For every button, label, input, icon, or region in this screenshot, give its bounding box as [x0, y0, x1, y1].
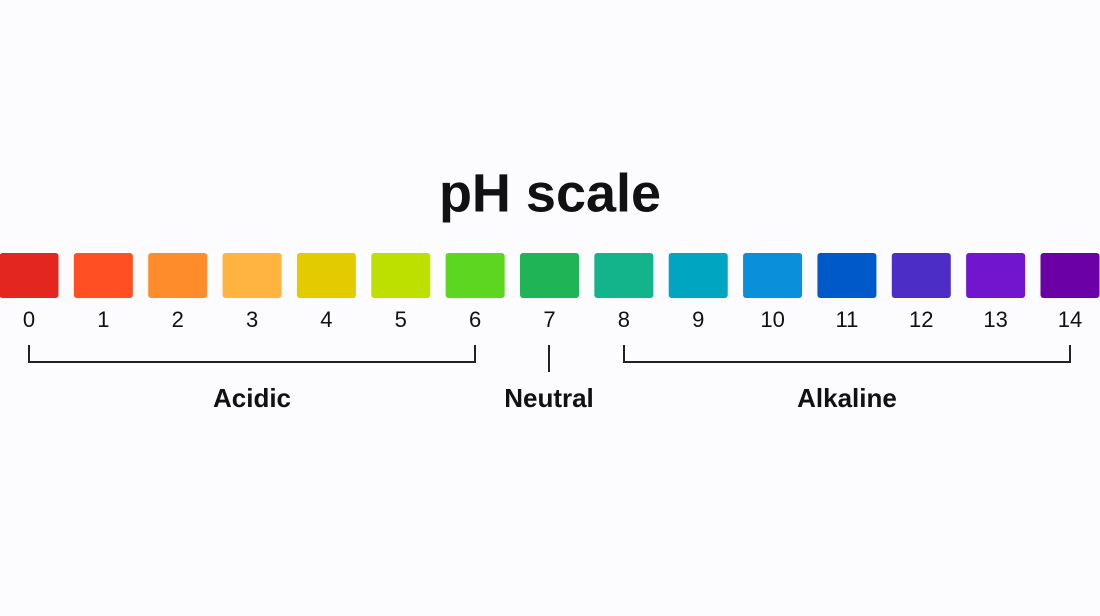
ph-value-label: 13: [983, 307, 1007, 332]
ph-swatch: [520, 253, 579, 298]
ph-swatch: [817, 253, 877, 298]
group-label: Alkaline: [797, 383, 897, 413]
ph-value-label: 10: [760, 307, 784, 332]
title: pH scale: [439, 163, 661, 223]
group-label: Neutral: [504, 383, 594, 413]
acidic-bracket: [28, 345, 476, 363]
ph-value-label: 3: [246, 307, 258, 332]
ph-value-label: 4: [320, 307, 332, 332]
ph-swatch: [594, 253, 654, 298]
ph-value-label: 1: [97, 307, 109, 332]
ph-value-label: 0: [23, 307, 35, 332]
ph-swatch: [891, 253, 951, 298]
ph-value-label: 6: [469, 307, 481, 332]
group-label: Acidic: [213, 383, 291, 413]
ph-value-label: 11: [836, 307, 859, 332]
ph-value-label: 5: [395, 307, 407, 332]
ph-swatch: [73, 253, 133, 298]
ph-value-label: 12: [909, 307, 933, 332]
ph-swatch: [668, 253, 728, 298]
ph-value-label: 8: [618, 307, 630, 332]
ph-swatch: [743, 253, 803, 298]
ph-swatch: [148, 253, 208, 298]
ph-swatch: [371, 253, 431, 298]
ph-value-label: 7: [543, 307, 555, 332]
ph-swatch: [222, 253, 282, 298]
alkaline-bracket: [623, 345, 1071, 363]
ph-swatch: [0, 253, 59, 298]
ph-value-label: 2: [172, 307, 184, 332]
ph-value-label: 9: [692, 307, 704, 332]
ph-value-label: 14: [1058, 307, 1082, 332]
ph-swatch: [1040, 253, 1100, 298]
ph-swatch: [296, 253, 356, 298]
ph-swatch: [445, 253, 505, 298]
ph-swatch: [966, 253, 1026, 298]
